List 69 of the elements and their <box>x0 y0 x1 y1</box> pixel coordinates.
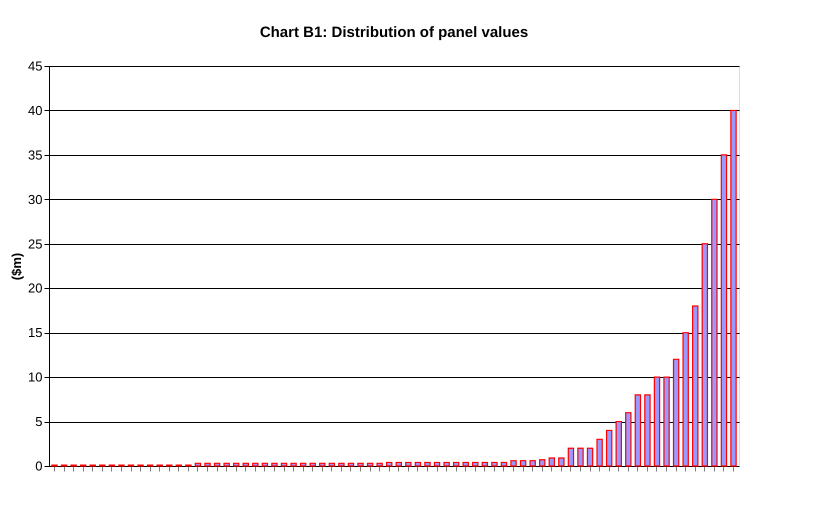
y-tick-label: 5 <box>35 414 42 430</box>
y-axis-title: ($m) <box>9 252 24 280</box>
bar <box>472 462 479 467</box>
bar <box>328 462 336 467</box>
bar <box>634 394 642 467</box>
y-tick-label: 30 <box>28 192 42 207</box>
bar <box>271 462 278 467</box>
y-tick-label: 40 <box>28 102 42 118</box>
y-tick-label: 45 <box>28 58 42 74</box>
bar <box>396 462 402 467</box>
bar <box>214 462 220 467</box>
y-tick-label: 20 <box>28 280 42 296</box>
bar <box>462 462 469 467</box>
bar <box>348 462 354 467</box>
bar <box>539 459 546 467</box>
bar <box>682 332 689 467</box>
bar <box>319 462 326 467</box>
bar <box>529 460 536 467</box>
y-tick-label: 15 <box>28 325 42 340</box>
bar <box>357 462 364 467</box>
bar <box>414 462 422 467</box>
bar <box>692 305 698 467</box>
bar <box>644 394 651 467</box>
bar <box>424 462 431 467</box>
y-tick-label: 35 <box>28 147 42 162</box>
bar <box>309 462 316 467</box>
bar <box>606 430 612 467</box>
bar <box>510 460 517 467</box>
bar <box>558 457 565 467</box>
bar <box>366 462 374 467</box>
bar <box>262 462 268 467</box>
bar <box>586 448 594 467</box>
bar <box>376 462 383 467</box>
bar <box>252 462 259 467</box>
bar <box>452 462 460 467</box>
bar <box>204 462 211 467</box>
y-tick-label: 10 <box>28 370 42 385</box>
chart-title: Chart B1: Distribution of panel values <box>260 24 528 41</box>
bar <box>443 462 450 467</box>
bar <box>405 462 412 467</box>
bar <box>711 198 718 467</box>
bar <box>338 462 345 467</box>
y-tick-label: 0 <box>35 458 42 474</box>
bar <box>223 462 230 467</box>
bar <box>242 462 249 467</box>
bar <box>720 154 728 467</box>
bar <box>300 462 306 467</box>
bar <box>654 376 660 467</box>
bar <box>500 462 508 467</box>
bar <box>290 462 297 467</box>
y-tick-label: 25 <box>28 236 42 252</box>
bar <box>232 462 240 467</box>
bar <box>596 438 603 467</box>
bar <box>548 457 556 467</box>
bar <box>568 448 574 467</box>
bar <box>672 358 680 467</box>
bar <box>730 110 737 467</box>
bar <box>194 462 202 467</box>
bar <box>491 462 498 467</box>
bar <box>434 462 440 467</box>
bar <box>616 420 622 467</box>
bar <box>702 243 708 467</box>
bar <box>625 412 632 467</box>
bar <box>520 460 526 467</box>
bar <box>280 462 288 467</box>
bar <box>482 462 488 467</box>
bar <box>663 376 670 467</box>
bar <box>386 462 392 467</box>
bar <box>577 448 584 467</box>
